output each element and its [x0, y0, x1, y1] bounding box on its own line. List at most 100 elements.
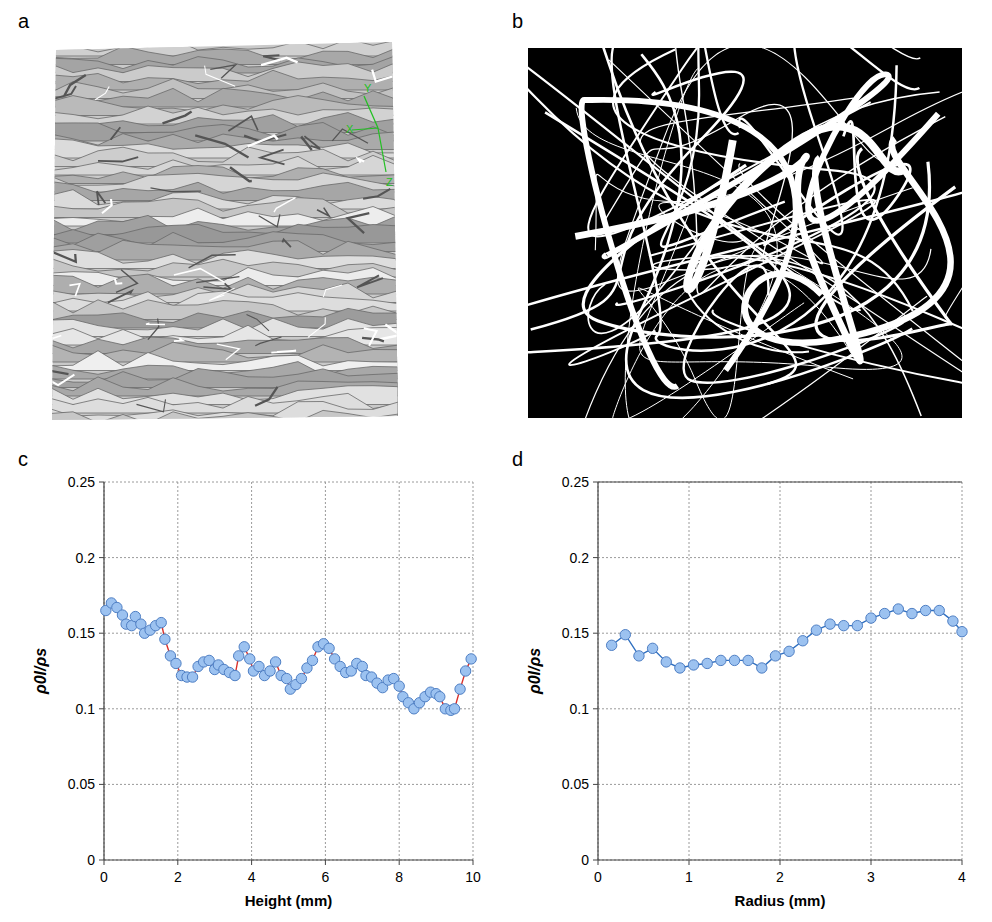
grid-line [598, 784, 962, 785]
tick-label: 10 [465, 869, 481, 885]
tick-mark [251, 860, 252, 865]
tick-mark [689, 860, 690, 865]
data-point [784, 646, 794, 656]
glyph-label: Z [386, 176, 393, 188]
plot-data [101, 598, 477, 716]
crease [228, 116, 258, 131]
crease [163, 112, 192, 124]
data-point [825, 619, 835, 629]
crease [301, 137, 312, 151]
tick-label: 2 [776, 869, 784, 885]
tick-mark [593, 860, 598, 861]
data-point [466, 654, 476, 664]
grid-line [598, 633, 962, 634]
tick-label: 2 [174, 869, 182, 885]
axis-glyph: YXZ [346, 82, 393, 188]
slice-ground [528, 48, 962, 418]
grid-line [473, 482, 474, 860]
data-point [307, 655, 317, 665]
tick-label: 0.15 [562, 625, 589, 641]
glyph-axis [364, 96, 378, 128]
tick-mark [593, 708, 598, 709]
data-point [934, 605, 944, 615]
grid-line [104, 633, 473, 634]
data-point [729, 655, 739, 665]
y-axis-title: ρ0l/ρs [526, 648, 543, 695]
crease [97, 191, 106, 205]
data-point [460, 666, 470, 676]
data-point [230, 670, 240, 680]
tick-mark [593, 557, 598, 558]
slice-image [528, 48, 962, 418]
data-point [187, 672, 197, 682]
crease [210, 65, 235, 78]
tick-label: 0.25 [562, 474, 589, 490]
crease [317, 208, 329, 216]
crease [364, 328, 377, 345]
x-axis [104, 859, 473, 860]
crease [372, 70, 397, 82]
crease [196, 277, 239, 283]
crease [271, 351, 296, 353]
data-point [156, 617, 166, 627]
tick-mark [593, 482, 598, 483]
sheet-section [638, 246, 853, 418]
data-point [839, 620, 849, 630]
grid-line [399, 482, 400, 860]
sheet-layer [48, 410, 398, 430]
tick-mark [593, 633, 598, 634]
grid-line [104, 860, 473, 861]
data-point [716, 655, 726, 665]
grid-line [598, 482, 962, 483]
chart: 00.050.10.150.20.250246810Height (mm)ρ0l… [32, 474, 481, 909]
crease [116, 270, 137, 293]
tick-label: 0.2 [570, 550, 590, 566]
crease [98, 157, 138, 161]
tick-mark [99, 784, 104, 785]
tick-mark [99, 633, 104, 634]
data-point [281, 673, 291, 683]
data-point [620, 630, 630, 640]
crease [255, 387, 277, 406]
data-point [435, 692, 445, 702]
crease [209, 288, 234, 300]
data-point [852, 620, 862, 630]
frame-top [598, 481, 962, 482]
tick-mark [325, 860, 326, 865]
tick-mark [871, 860, 872, 865]
crease [217, 344, 240, 360]
tick-mark [593, 784, 598, 785]
data-point [743, 655, 753, 665]
tick-label: 0 [87, 852, 95, 868]
grid-line [598, 557, 962, 558]
tick-mark [473, 860, 474, 865]
sheet-layer [48, 402, 398, 422]
crease [205, 66, 236, 87]
data-point [324, 643, 334, 653]
crease [64, 75, 86, 96]
panel-label: a [18, 10, 30, 32]
data-point [449, 704, 459, 714]
data-point [160, 634, 170, 644]
crease [282, 240, 291, 248]
crease [95, 87, 109, 100]
tick-label: 4 [958, 869, 966, 885]
tick-label: 0 [100, 869, 108, 885]
data-point [866, 613, 876, 623]
tick-mark [177, 860, 178, 865]
tick-label: 0.05 [68, 776, 95, 792]
tick-mark [99, 557, 104, 558]
sheet-layer [48, 421, 398, 438]
grid-line [780, 482, 781, 860]
tick-mark [780, 860, 781, 865]
volume-render [17, 39, 401, 439]
panel-label: b [512, 10, 523, 32]
crease [358, 159, 364, 163]
crease [24, 65, 52, 74]
crease [115, 279, 123, 284]
crease [34, 372, 75, 386]
sheet-section [528, 112, 962, 353]
crease [363, 189, 390, 199]
crease [357, 275, 383, 287]
data-point [606, 640, 616, 650]
